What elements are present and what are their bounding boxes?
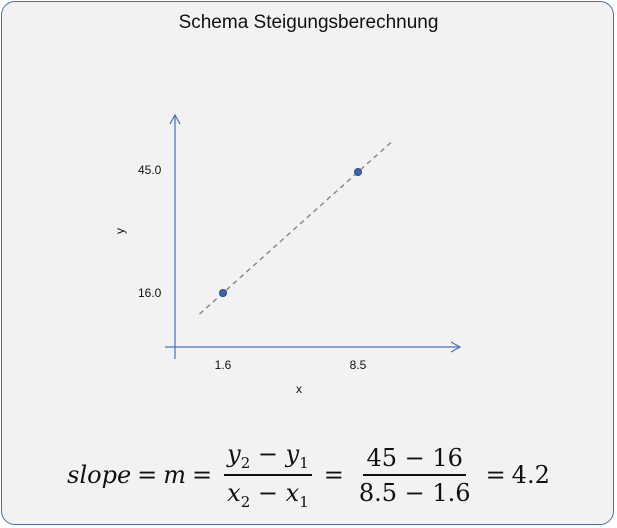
- trend-line: [199, 141, 392, 315]
- y1-subscript: 1: [299, 453, 309, 472]
- numeric-denominator: 8.5 − 1.6: [358, 478, 471, 507]
- formula-equals-4: =: [485, 461, 506, 489]
- y-axis-arrow: [169, 113, 181, 125]
- y-axis-label: y: [113, 228, 127, 234]
- y-tick-label-2: 45.0: [138, 163, 162, 177]
- formula-equals-2: =: [192, 461, 213, 489]
- formula-equals-1: =: [137, 461, 158, 489]
- x1-symbol: x: [285, 478, 300, 507]
- x-tick-label-1: 1.6: [215, 358, 232, 372]
- symbolic-numerator: y2 − y1: [224, 440, 312, 476]
- data-point-2: [354, 168, 362, 176]
- x-tick-label-2: 8.5: [350, 358, 367, 372]
- formula-lhs: slope: [67, 461, 132, 489]
- x1-subscript: 1: [299, 492, 309, 511]
- symbolic-fraction: y2 − y1 x2 − x1: [224, 440, 312, 511]
- formula-result: 4.2: [511, 461, 550, 489]
- numeric-fraction: 45 − 16 8.5 − 1.6: [356, 444, 474, 507]
- diagram-title: Schema Steigungsberechnung: [178, 12, 439, 33]
- x-axis-arrow: [450, 341, 462, 353]
- x-axis-label: x: [296, 382, 302, 396]
- slope-formula: slope = m = y2 − y1 x2 − x1 = 45 − 16 8.…: [0, 440, 617, 511]
- numeric-numerator: 45 − 16: [363, 444, 466, 476]
- chart-marks: [199, 141, 392, 315]
- slope-chart: 1.6 8.5 16.0 45.0 x y: [113, 113, 462, 396]
- axes: [165, 113, 462, 359]
- y1-symbol: y: [285, 439, 300, 468]
- x2-symbol: x: [227, 478, 241, 507]
- formula-equals-3: =: [323, 461, 344, 489]
- x2-subscript: 2: [240, 492, 251, 511]
- y2-symbol: y: [227, 439, 241, 468]
- y2-subscript: 2: [240, 453, 251, 472]
- symbolic-denominator: x2 − x1: [227, 478, 309, 511]
- y-tick-label-1: 16.0: [138, 286, 162, 300]
- data-point-1: [219, 289, 227, 297]
- formula-m: m: [163, 461, 187, 489]
